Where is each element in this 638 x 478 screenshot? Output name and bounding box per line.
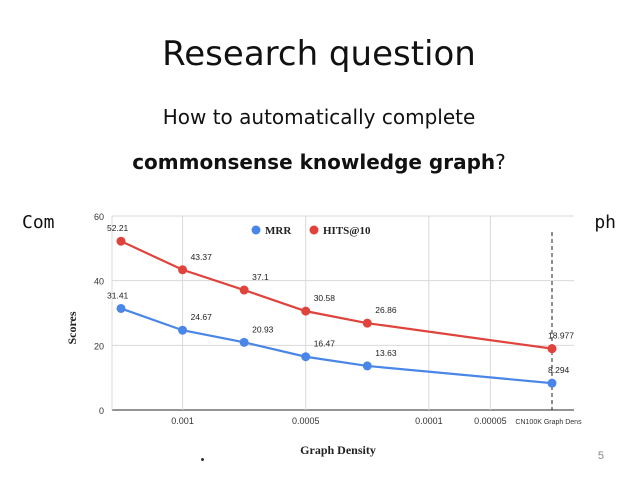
chart-background [60, 200, 582, 470]
data-point [178, 265, 188, 275]
data-label: 52.21 [107, 223, 129, 233]
data-label: 43.37 [191, 252, 213, 262]
chart-series: 31.41 24.67 20.93 16.47 13.63 8.294 52.21 43.37… [107, 223, 574, 388]
data-label: 18.977 [548, 331, 574, 341]
y-tick-label: 60 [94, 212, 104, 222]
question-line-2: commonsense knowledge graph? [0, 150, 638, 174]
stray-dot [201, 458, 204, 461]
x-tick-label: CN100K Graph Density [515, 419, 582, 426]
legend-label: HITS@10 [323, 225, 371, 237]
y-tick-label: 0 [99, 406, 104, 416]
x-tick-label: 0.0005 [292, 416, 320, 426]
y-axis-label: Scores [65, 311, 79, 344]
data-point [362, 361, 372, 371]
data-point [116, 236, 126, 246]
data-point [239, 337, 249, 347]
data-label: 26.86 [375, 305, 397, 315]
x-axis-label: Graph Density [300, 443, 376, 457]
y-tick-label: 40 [94, 277, 104, 287]
data-point [116, 303, 126, 313]
data-label: 37.1 [252, 272, 269, 282]
chart-legend: MRR HITS@10 [251, 225, 371, 237]
data-label: 31.41 [107, 290, 129, 300]
side-text-right: ph [594, 212, 616, 233]
chart-axes: 0 20 40 60 0.001 0.0005 0.0001 0.00005 CN100K Gr… [94, 212, 582, 426]
legend-label: MRR [265, 225, 292, 237]
series-line [120, 307, 553, 385]
data-point [301, 352, 311, 362]
x-tick-label: 0.001 [171, 416, 194, 426]
data-label: 20.93 [252, 324, 274, 334]
question-mark: ? [495, 150, 506, 174]
question-line-1: How to automatically complete [162, 105, 476, 129]
series-line [120, 240, 553, 350]
question-bold-text: commonsense knowledge graph [132, 150, 496, 174]
side-text-left: Com [22, 212, 55, 233]
data-label: 30.58 [314, 293, 336, 303]
data-point [547, 378, 557, 388]
data-label: 16.47 [314, 339, 336, 349]
data-label: 13.63 [375, 348, 397, 358]
data-point [362, 318, 372, 328]
density-chart: 0 20 40 60 0.001 0.0005 0.0001 0.00005 CN100K Gr… [60, 200, 582, 470]
legend-marker [309, 225, 319, 235]
slide-title: Research question [162, 34, 476, 74]
page-number: 5 [597, 450, 604, 462]
x-tick-label: 0.0001 [415, 416, 443, 426]
data-point [239, 285, 249, 295]
x-tick-label: 0.00005 [474, 416, 507, 426]
data-label: 8.294 [548, 365, 570, 375]
legend-marker [251, 225, 261, 235]
data-label: 24.67 [191, 312, 213, 322]
y-tick-label: 20 [94, 341, 104, 351]
data-point [301, 306, 311, 316]
data-point [178, 325, 188, 335]
data-point [547, 344, 557, 354]
